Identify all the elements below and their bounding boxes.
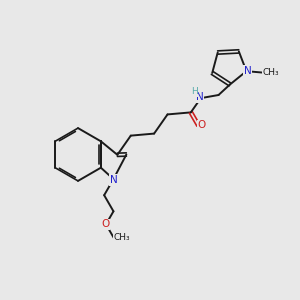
Text: CH₃: CH₃ xyxy=(262,68,279,77)
Text: N: N xyxy=(196,92,204,102)
Text: O: O xyxy=(101,219,110,229)
Text: CH₃: CH₃ xyxy=(114,233,130,242)
Text: N: N xyxy=(244,66,252,76)
Text: H: H xyxy=(191,87,198,96)
Text: N: N xyxy=(110,175,117,185)
Text: O: O xyxy=(198,120,206,130)
